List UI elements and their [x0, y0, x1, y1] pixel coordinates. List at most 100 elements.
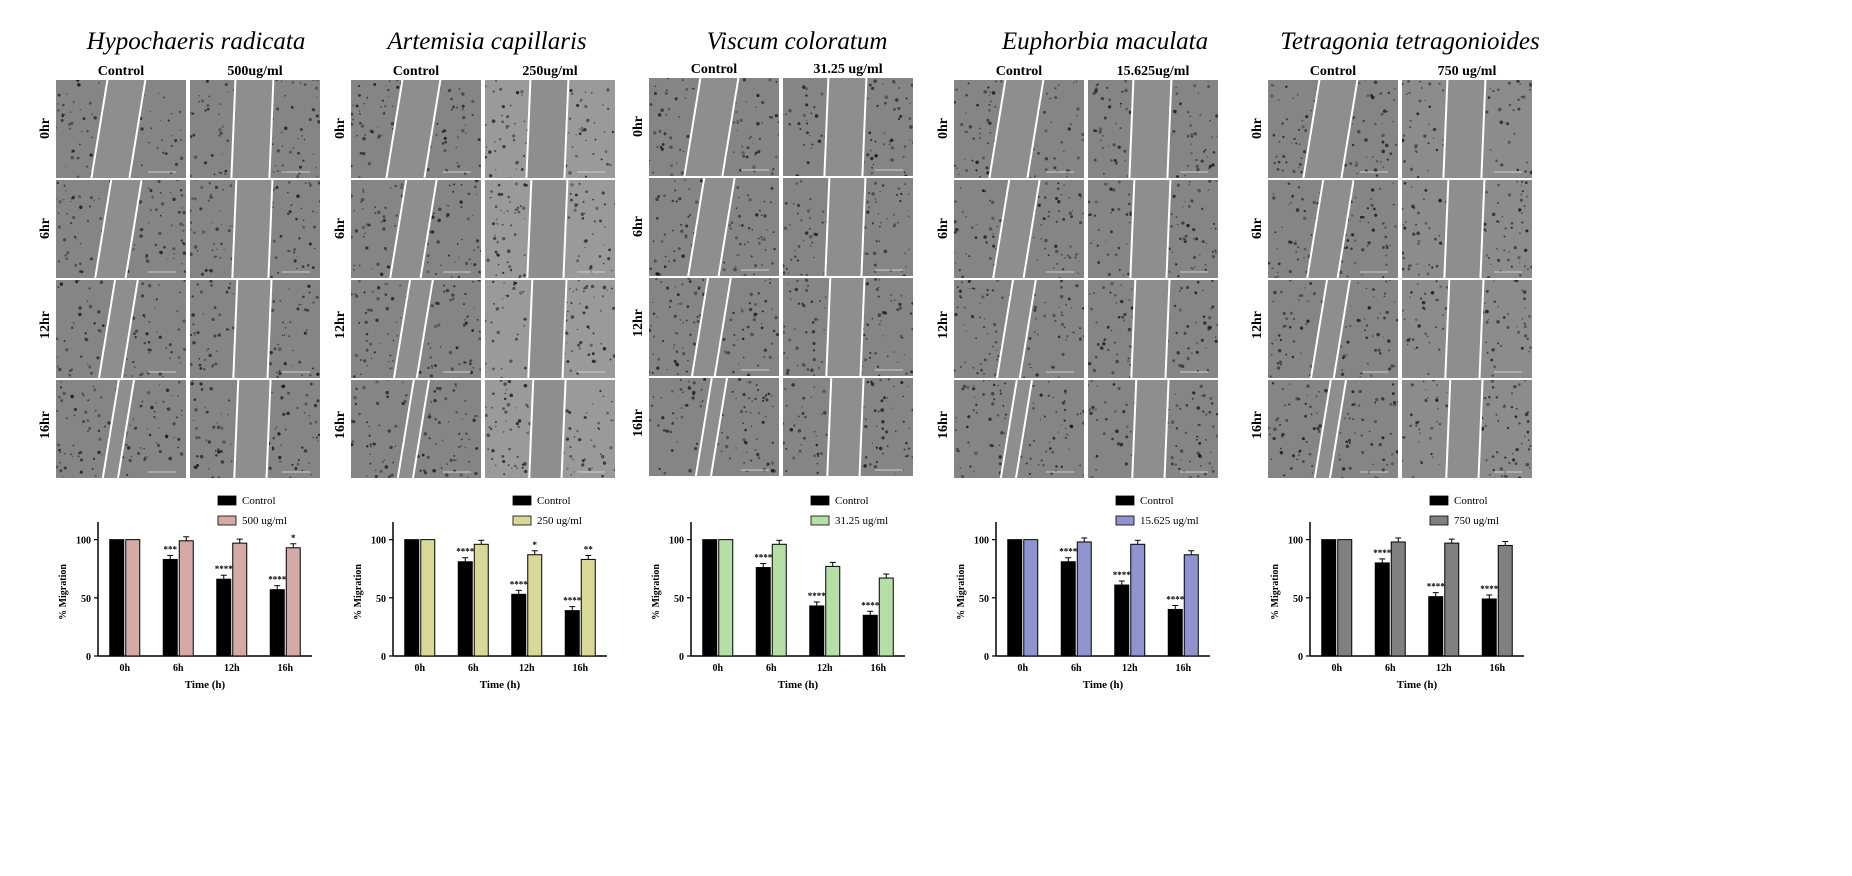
wound-image [1088, 180, 1218, 278]
significance-label: **** [268, 575, 287, 585]
legend-swatch [217, 495, 237, 506]
column-label: 31.25 ug/ml [813, 62, 883, 77]
x-tick-label: 12h [519, 663, 535, 674]
x-tick-label: 0h [712, 663, 723, 674]
x-tick-label: 16h [277, 663, 293, 674]
bar [1114, 584, 1130, 657]
wound-image [1402, 180, 1532, 278]
row-label: 0hr [38, 118, 53, 139]
bar [771, 543, 787, 657]
y-axis-label: % Migration [651, 564, 662, 620]
legend-swatch [512, 495, 532, 506]
y-tick-label: 50 [1293, 594, 1303, 605]
column-label: 250ug/ml [522, 64, 578, 79]
legend-swatch [1115, 515, 1135, 526]
x-axis-label: Time (h) [480, 679, 521, 691]
significance-label: **** [1113, 570, 1132, 580]
legend-label: Control [242, 495, 276, 507]
significance-label: **** [1166, 594, 1185, 604]
bar [1337, 539, 1353, 657]
row-label: 0hr [631, 116, 646, 137]
migration-chart: 0 50 100 % Migration 0h **** 6h **** 12h **** 16h T… [651, 495, 905, 691]
wound-image [1402, 280, 1532, 378]
wound-image [190, 80, 320, 178]
bar [580, 558, 596, 657]
column-label: 500ug/ml [227, 64, 283, 79]
bar [1183, 554, 1199, 657]
legend-label: 750 ug/ml [1454, 515, 1499, 527]
y-tick-label: 100 [371, 536, 386, 547]
column-label: Control [1309, 64, 1357, 79]
significance-label: **** [808, 591, 827, 601]
legend-label: 31.25 ug/ml [835, 515, 888, 527]
wound-image [190, 380, 320, 478]
bar [178, 540, 194, 657]
row-label: 16hr [936, 411, 951, 439]
y-axis-label: % Migration [1270, 564, 1281, 620]
x-tick-label: 0h [1017, 663, 1028, 674]
legend-label: Control [1140, 495, 1174, 507]
bar [1481, 598, 1497, 657]
significance-label: **** [456, 547, 475, 557]
bar [1444, 542, 1460, 657]
row-label: 0hr [333, 118, 348, 139]
x-tick-label: 16h [1489, 663, 1505, 674]
panel-1: Artemisia capillaris Control 250ug/ml 0hr 6h… [325, 0, 665, 876]
bar [755, 567, 771, 657]
y-tick-label: 0 [1298, 652, 1303, 663]
significance-label: **** [1059, 547, 1078, 557]
column-label: Control [392, 64, 440, 79]
wound-image [1268, 280, 1398, 378]
legend-label: Control [835, 495, 869, 507]
wound-image [351, 80, 481, 178]
wound-image [485, 180, 615, 278]
column-label: Control [690, 62, 738, 77]
bar [162, 558, 178, 657]
wound-image [1088, 280, 1218, 378]
x-tick-label: 16h [572, 663, 588, 674]
significance-label: * [533, 540, 538, 550]
bar [232, 542, 248, 657]
x-tick-label: 12h [1436, 663, 1452, 674]
bar [125, 539, 141, 657]
wound-image [1268, 180, 1398, 278]
wound-image [351, 280, 481, 378]
wound-image [954, 380, 1084, 478]
wound-image [1088, 80, 1218, 178]
y-axis-label: % Migration [58, 564, 69, 620]
bar [1076, 541, 1092, 657]
legend-swatch [1429, 515, 1449, 526]
species-title: Viscum coloratum [706, 28, 888, 55]
legend-swatch [1115, 495, 1135, 506]
y-tick-label: 50 [81, 594, 91, 605]
y-axis-label: % Migration [956, 564, 967, 620]
y-tick-label: 0 [381, 652, 386, 663]
x-tick-label: 0h [119, 663, 130, 674]
wound-image [954, 280, 1084, 378]
species-title: Artemisia capillaris [387, 28, 587, 55]
wound-image [783, 278, 913, 376]
species-title: Euphorbia maculata [1001, 28, 1209, 55]
wound-image [56, 280, 186, 378]
legend-swatch [512, 515, 532, 526]
wound-image [190, 280, 320, 378]
wound-image [954, 180, 1084, 278]
legend-label: Control [1454, 495, 1488, 507]
migration-chart: 0 50 100 % Migration 0h **** 6h **** 12h **** 16h T… [1270, 495, 1524, 691]
wound-image [56, 80, 186, 178]
column-label: Control [995, 64, 1043, 79]
species-title: Tetragonia tetragonioides [1280, 28, 1540, 55]
bar [216, 578, 232, 657]
row-label: 6hr [631, 216, 646, 237]
wound-image [954, 80, 1084, 178]
significance-label: **** [1373, 548, 1392, 558]
x-axis-label: Time (h) [1397, 679, 1438, 691]
significance-label: **** [1480, 584, 1499, 594]
y-tick-label: 50 [376, 594, 386, 605]
row-label: 16hr [631, 409, 646, 437]
species-title: Hypochaeris radicata [86, 28, 306, 55]
panel-0: Hypochaeris radicata Control 500ug/ml 0hr 6h… [30, 0, 370, 876]
significance-label: *** [164, 544, 178, 554]
